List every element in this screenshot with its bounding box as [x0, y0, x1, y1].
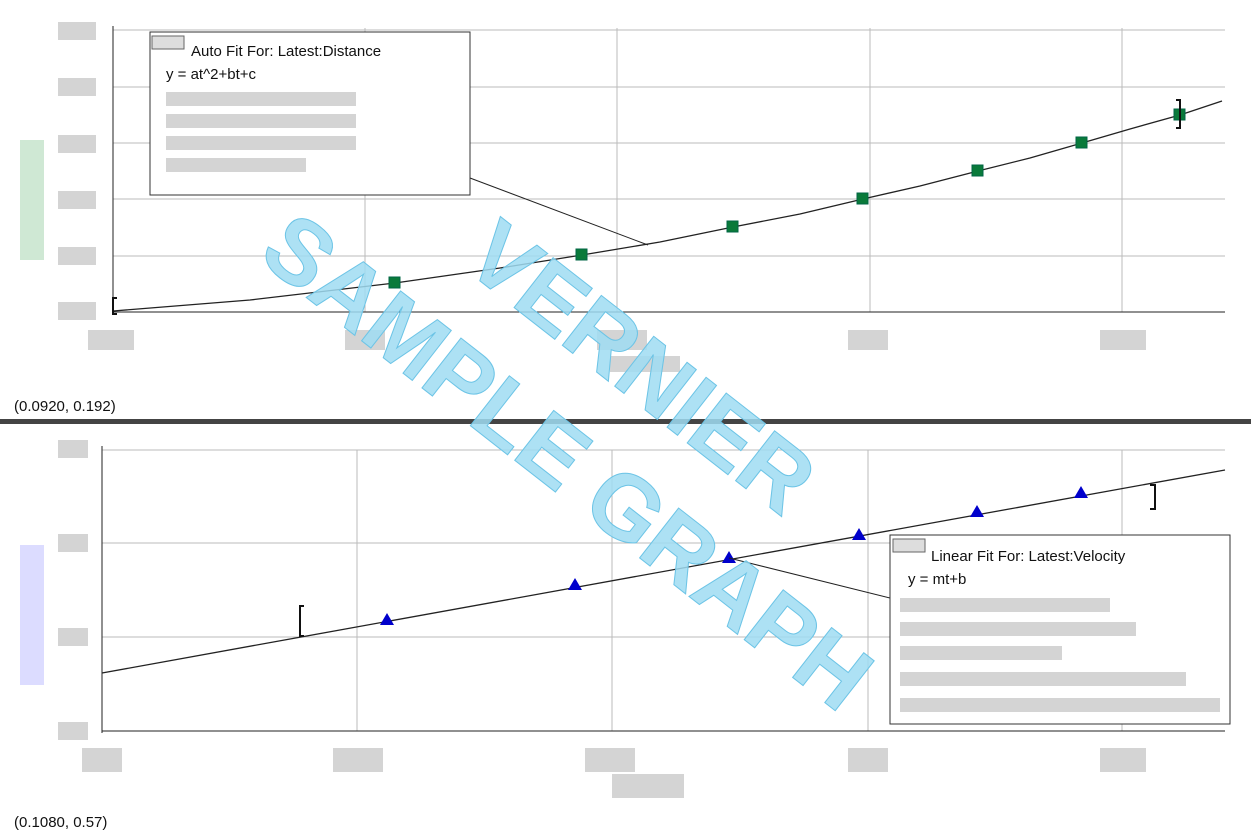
close-button[interactable] [151, 35, 185, 50]
fit-equation: y = mt+b [908, 571, 966, 588]
blurred-fit-parameters [900, 598, 1220, 712]
blurred-axis-labels [20, 22, 1146, 372]
cursor-coordinates: (0.1080, 0.57) [14, 814, 107, 831]
range-brackets [112, 99, 1181, 315]
fit-line [101, 469, 1226, 674]
leader-line [728, 557, 891, 599]
data-points [380, 486, 1088, 625]
pane-divider[interactable] [0, 419, 1251, 424]
grid [113, 28, 1225, 312]
fit-equation: y = at^2+bt+c [166, 66, 257, 83]
range-brackets [299, 484, 1156, 637]
fit-curve [112, 100, 1223, 312]
cursor-coordinates: (0.0920, 0.192) [14, 398, 116, 415]
fit-title: Auto Fit For: Latest:Distance [191, 43, 381, 60]
blurred-axis-labels [20, 440, 1146, 798]
fit-title: Linear Fit For: Latest:Velocity [931, 548, 1126, 565]
bottom-graph: Linear Fit For: Latest:Velocity y = mt+b… [14, 440, 1231, 831]
blurred-fit-parameters [166, 92, 356, 172]
top-graph: Auto Fit For: Latest:Distance y = at^2+b… [14, 22, 1225, 415]
leader-line [469, 177, 649, 246]
close-button[interactable] [892, 538, 926, 553]
